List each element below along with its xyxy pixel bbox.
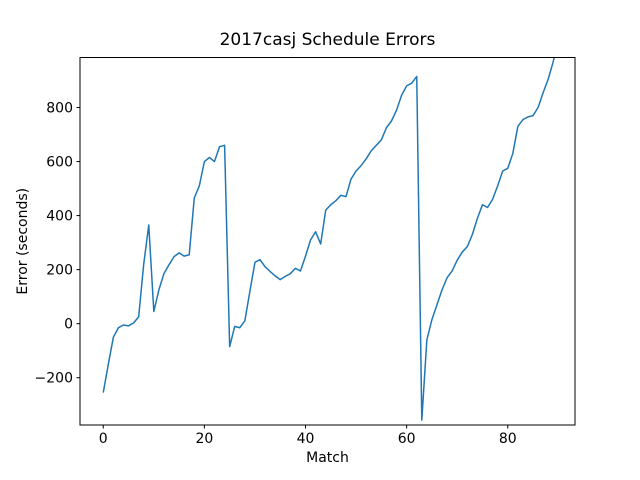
x-tick-label: 20 <box>195 431 213 447</box>
x-tick-label: 80 <box>499 431 517 447</box>
axis-ticks: 0 20 40 60 80 −200 0 200 400 600 800 <box>35 100 517 447</box>
y-axis-label: Error (seconds) <box>15 188 31 295</box>
chart-title: 2017casj Schedule Errors <box>220 30 436 50</box>
y-tick-label: 400 <box>46 208 73 224</box>
y-tick-label: 0 <box>64 316 73 332</box>
y-tick-label: −200 <box>35 371 73 387</box>
x-tick-label: 0 <box>99 431 108 447</box>
error-series-line <box>102 57 555 421</box>
x-tick-label: 60 <box>398 431 416 447</box>
x-axis-label: Match <box>306 450 349 466</box>
y-tick-label: 600 <box>46 154 73 170</box>
plot-border <box>79 57 576 426</box>
y-tick-label: 200 <box>46 262 73 278</box>
y-tick-label: 800 <box>46 100 73 116</box>
x-tick-label: 40 <box>297 431 315 447</box>
